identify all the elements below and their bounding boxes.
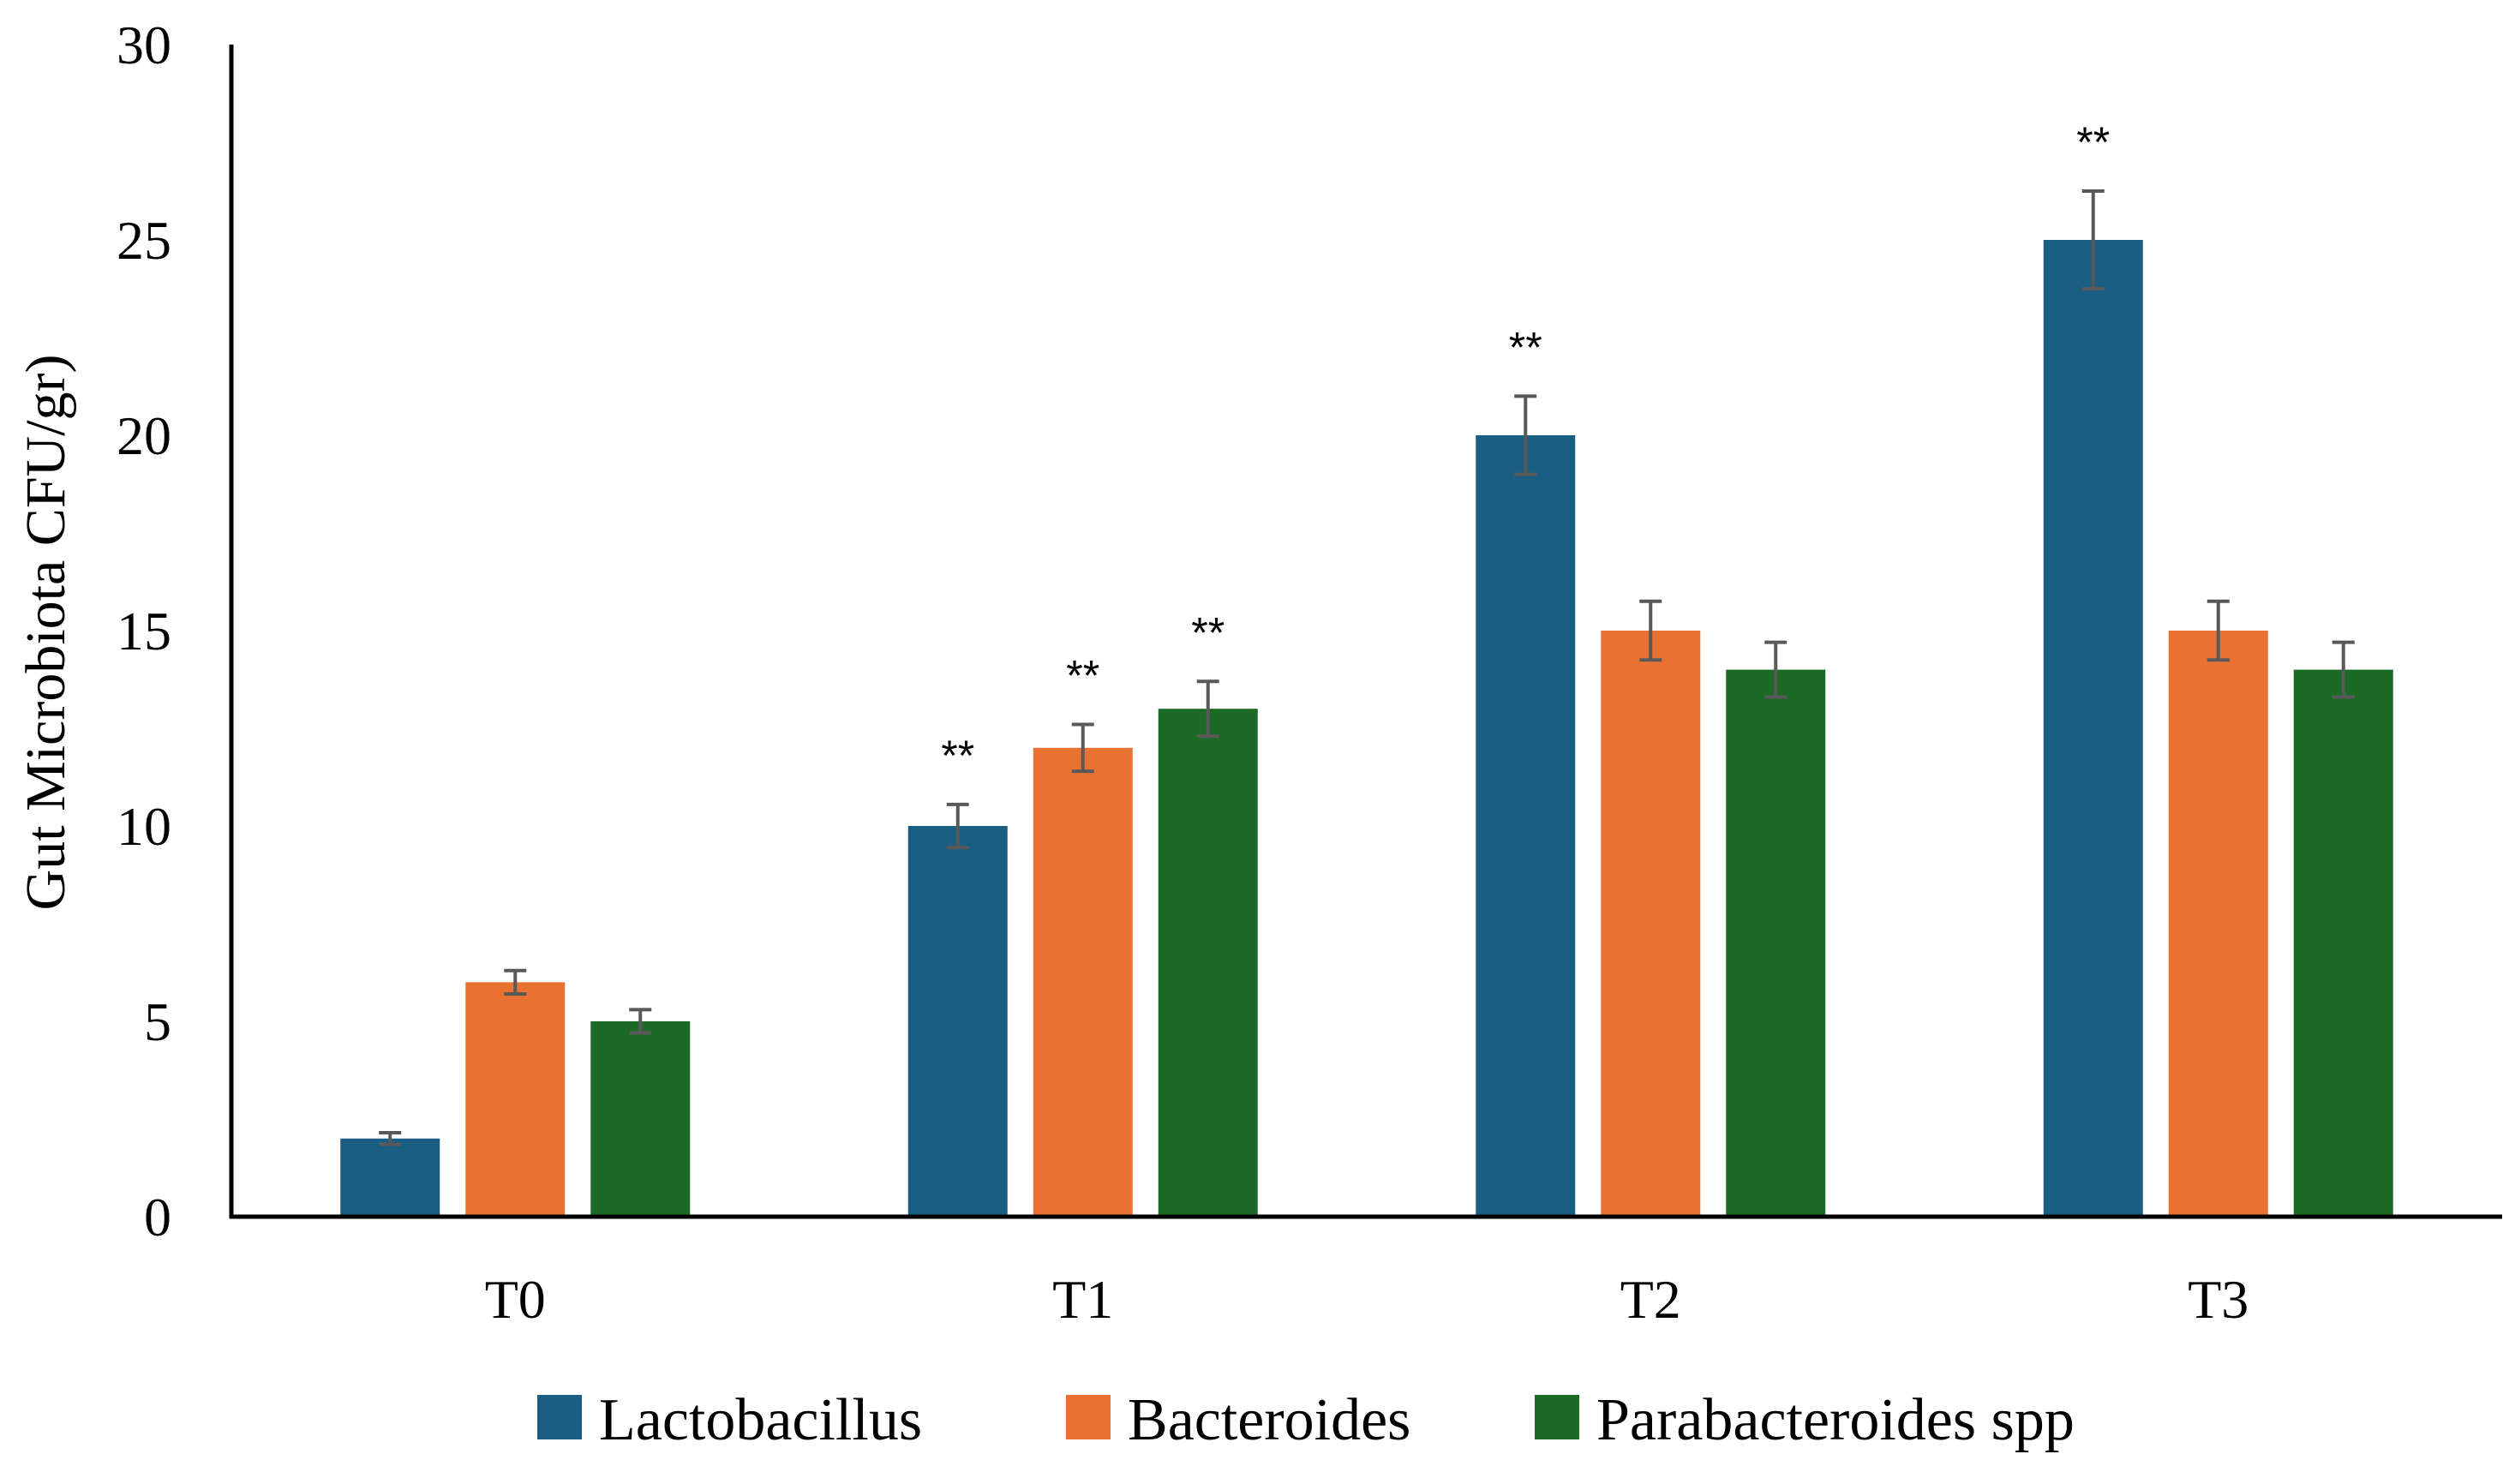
error-bar	[2081, 189, 2105, 290]
significance-layer: ** ** ** ** **	[941, 118, 2110, 780]
y-axis-title: Gut Microbiota CFU/gr)	[15, 355, 77, 911]
y-tick-label: 0	[144, 1187, 171, 1248]
bar-bacteroides-t3	[2168, 631, 2268, 1217]
significance-marker: **	[1509, 323, 1542, 371]
error-bar	[1514, 394, 1537, 476]
legend-item: Bacteroides	[1066, 1387, 1410, 1453]
legend-item: Parabacteroides spp	[1535, 1387, 2075, 1453]
significance-marker: **	[941, 732, 974, 780]
bar-lactobacillus-t0	[340, 1138, 440, 1217]
x-tick-label: T3	[2188, 1269, 2249, 1330]
x-tick-label: T0	[485, 1269, 546, 1330]
y-tick-label: 10	[117, 796, 171, 857]
bar-bacteroides-t2	[1601, 631, 1701, 1217]
bar-lactobacillus-t3	[2043, 240, 2143, 1217]
error-bar	[1639, 599, 1662, 662]
y-tick-labels: 0 5 10 15 20 25 30	[117, 15, 171, 1248]
significance-marker: **	[1191, 608, 1225, 656]
bar-parabacteroides-spp-t1	[1158, 709, 1258, 1217]
legend-label: Bacteroides	[1128, 1387, 1410, 1453]
y-tick-label: 15	[117, 601, 171, 661]
error-bar	[2207, 599, 2230, 662]
legend-item: Lactobacillus	[537, 1387, 922, 1453]
error-bar	[629, 1008, 652, 1035]
error-bar	[379, 1130, 402, 1146]
x-tick-label: T1	[1052, 1269, 1113, 1330]
significance-marker: **	[2076, 118, 2110, 166]
error-bar	[2332, 640, 2355, 699]
error-bar	[1196, 679, 1219, 739]
bar-parabacteroides-spp-t0	[590, 1021, 691, 1217]
y-tick-label: 30	[117, 15, 171, 75]
legend-swatch	[1535, 1395, 1579, 1439]
bar-lactobacillus-t2	[1476, 435, 1576, 1217]
legend: Lactobacillus Bacteroides Parabacteroides …	[537, 1387, 2075, 1453]
legend-swatch	[537, 1395, 582, 1439]
y-tick-label: 5	[144, 991, 171, 1052]
legend-swatch	[1066, 1395, 1111, 1439]
error-bar	[504, 968, 527, 996]
axes-layer	[229, 45, 2502, 1219]
legend-label: Parabacteroides spp	[1596, 1387, 2075, 1453]
y-tick-label: 25	[117, 210, 171, 271]
error-bars-layer	[379, 189, 2355, 1146]
bar-bacteroides-t1	[1033, 747, 1133, 1217]
y-axis-title-group: Gut Microbiota CFU/gr)	[15, 355, 77, 911]
legend-label: Lactobacillus	[599, 1387, 922, 1453]
error-bar	[1071, 722, 1094, 774]
bar-parabacteroides-spp-t2	[1726, 669, 1826, 1217]
bar-parabacteroides-spp-t3	[2293, 669, 2393, 1217]
bar-lactobacillus-t1	[907, 826, 1008, 1217]
y-tick-label: 20	[117, 405, 171, 466]
bar-bacteroides-t0	[465, 982, 566, 1217]
x-tick-labels: T0 T1 T2 T3	[485, 1269, 2249, 1330]
x-tick-label: T2	[1620, 1269, 1681, 1330]
significance-marker: **	[1066, 651, 1099, 699]
bars-layer	[340, 240, 2393, 1217]
error-bar	[1764, 640, 1787, 699]
error-bar	[946, 802, 969, 850]
